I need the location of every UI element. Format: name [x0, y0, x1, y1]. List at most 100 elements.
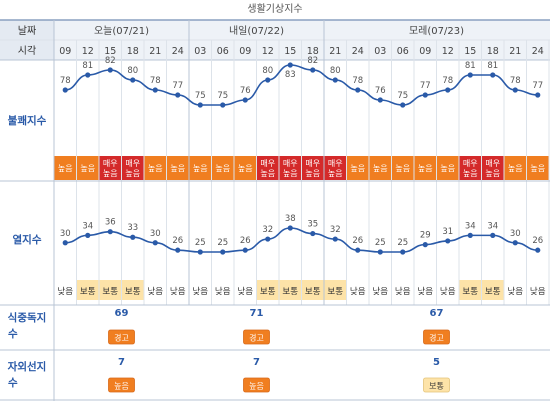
level-label: 낮음	[507, 286, 523, 297]
data-label: 82	[105, 56, 116, 66]
level-cell	[527, 280, 549, 300]
data-point	[445, 238, 451, 244]
level-cell	[302, 280, 324, 300]
uv-row-label: 자외선지	[8, 360, 47, 373]
level-cell	[234, 280, 256, 300]
data-label: 25	[397, 238, 408, 248]
level-label: 낮음	[530, 286, 546, 297]
level-cell	[54, 280, 76, 300]
level-label: 높음	[125, 169, 140, 178]
hour-label: 24	[172, 46, 184, 57]
food-level-label: 경고	[114, 333, 129, 343]
uv-row-label: 수	[8, 377, 18, 389]
level-label: 보통	[327, 287, 343, 297]
data-label: 38	[285, 214, 296, 224]
hour-label: 15	[464, 46, 476, 57]
uv-value: 7	[118, 357, 125, 368]
level-cell	[144, 156, 166, 180]
uv-level-badge	[423, 377, 450, 393]
data-point	[265, 77, 271, 83]
level-label: 낮음	[147, 286, 163, 297]
level-cell	[279, 280, 301, 300]
data-label: 78	[442, 76, 453, 86]
data-label: 26	[532, 236, 543, 246]
food-row-label: 식중독지	[8, 311, 47, 324]
hour-label: 12	[82, 46, 94, 57]
data-point	[332, 77, 338, 83]
data-point	[332, 236, 338, 242]
level-label: 낮음	[215, 286, 231, 297]
data-point	[512, 87, 518, 93]
food-level-label: 경고	[429, 333, 444, 343]
level-label: 낮음	[372, 286, 388, 297]
level-label: 높음	[373, 164, 388, 173]
data-label: 35	[307, 220, 318, 230]
data-label: 26	[352, 236, 363, 246]
data-point	[85, 72, 91, 78]
data-point	[490, 232, 496, 238]
level-label: 매우	[463, 159, 478, 168]
data-label: 29	[420, 231, 431, 241]
level-cell	[392, 280, 414, 300]
level-label: 매우	[125, 159, 140, 168]
hour-label: 12	[442, 46, 454, 57]
data-point	[130, 234, 136, 240]
data-label: 30	[150, 229, 161, 239]
data-label: 81	[465, 61, 476, 71]
level-label: 낮음	[395, 286, 411, 297]
data-point	[287, 225, 293, 231]
hour-label: 12	[262, 46, 274, 57]
level-cell	[99, 156, 121, 180]
level-cell	[324, 156, 346, 180]
level-cell	[257, 280, 279, 300]
level-label: 낮음	[170, 286, 186, 297]
level-label: 높음	[463, 169, 478, 178]
level-cell	[527, 156, 549, 180]
level-cell	[504, 280, 526, 300]
data-point	[445, 87, 451, 93]
data-label: 75	[217, 91, 228, 101]
level-label: 높음	[148, 164, 163, 173]
data-point	[287, 62, 293, 68]
hour-label: 24	[532, 46, 544, 57]
data-point	[220, 102, 226, 108]
level-label: 높음	[58, 164, 73, 173]
level-label: 높음	[350, 164, 365, 173]
level-cell	[212, 280, 234, 300]
uv-level-label: 보통	[429, 382, 444, 391]
level-cell	[347, 280, 369, 300]
level-label: 보통	[125, 287, 141, 297]
level-label: 높음	[260, 169, 275, 178]
hour-label: 24	[352, 46, 364, 57]
hour-label: 15	[284, 46, 296, 57]
level-label: 낮음	[417, 286, 433, 297]
level-cell	[482, 156, 504, 180]
data-point	[400, 249, 406, 255]
level-cell	[122, 280, 144, 300]
level-label: 높음	[193, 164, 208, 173]
time-label: 시각	[18, 45, 36, 57]
level-cell	[167, 156, 189, 180]
data-label: 30	[510, 229, 521, 239]
level-cell	[414, 280, 436, 300]
data-label: 32	[262, 225, 273, 235]
data-label: 77	[172, 81, 183, 91]
data-label: 75	[195, 91, 206, 101]
day-label: 오늘(07/21)	[94, 25, 149, 37]
data-point	[400, 102, 406, 108]
uv-value: 7	[253, 357, 260, 368]
data-point	[85, 232, 91, 238]
hour-label: 09	[239, 46, 251, 57]
level-label: 높음	[170, 164, 185, 173]
level-cell	[414, 156, 436, 180]
level-cell	[167, 280, 189, 300]
data-label: 76	[240, 86, 251, 96]
data-label: 77	[532, 81, 543, 91]
level-cell	[144, 280, 166, 300]
data-label: 30	[60, 229, 71, 239]
level-cell	[234, 156, 256, 180]
data-label: 78	[352, 76, 363, 86]
series-line	[65, 64, 538, 106]
data-label: 80	[127, 66, 138, 76]
uv-level-label: 높음	[249, 382, 264, 391]
